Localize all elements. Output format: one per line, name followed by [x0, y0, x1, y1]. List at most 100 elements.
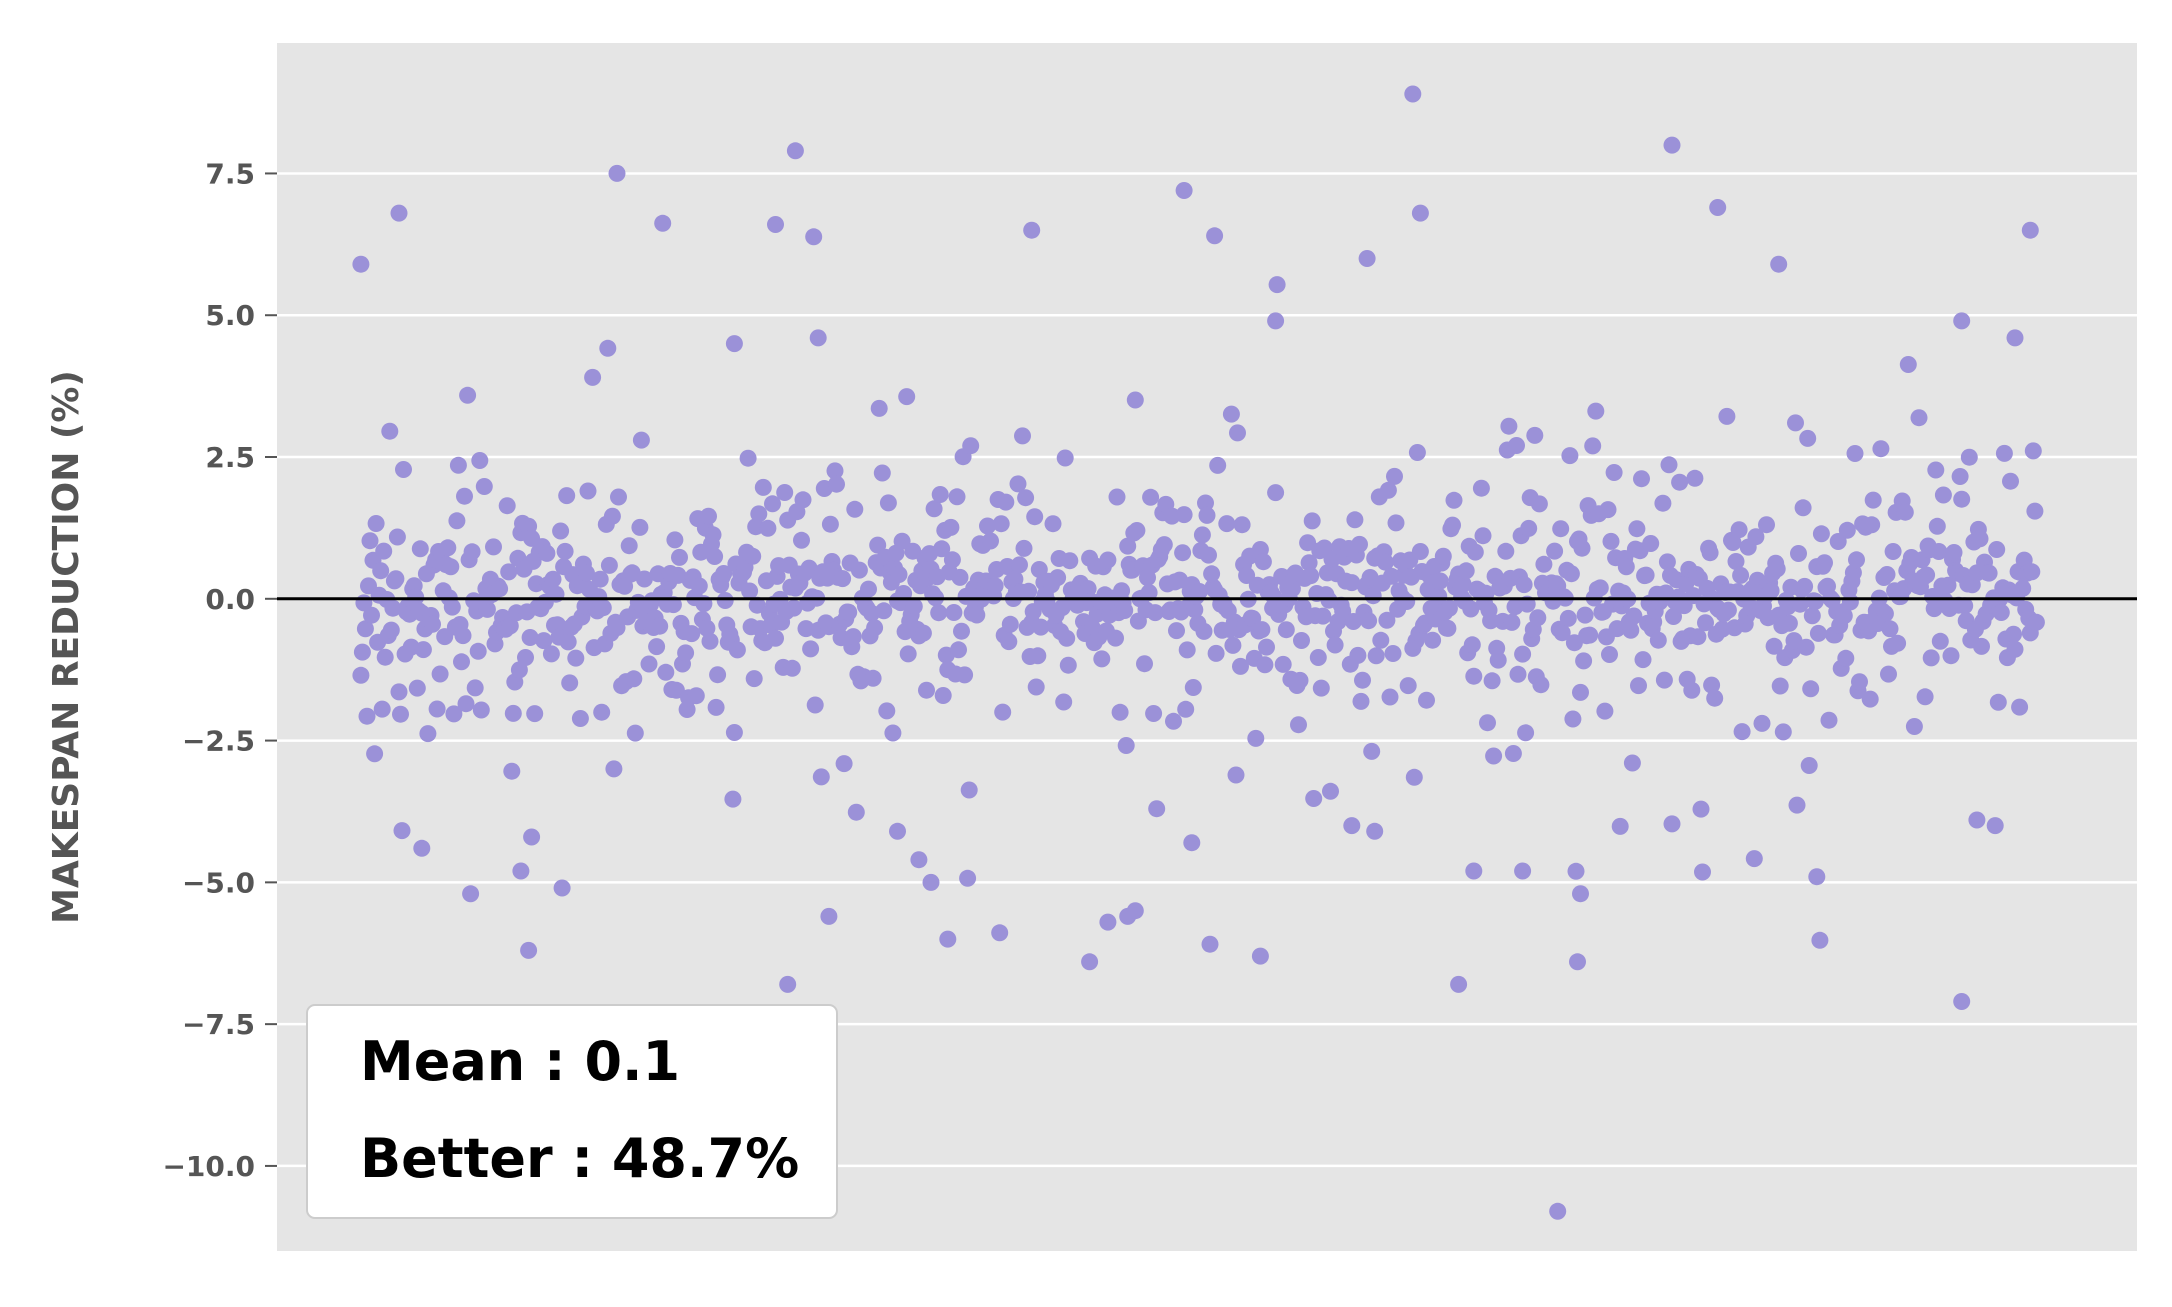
- scatter-points: [352, 85, 2045, 1220]
- data-point: [610, 488, 627, 506]
- data-point: [1404, 85, 1422, 103]
- data-point: [626, 724, 644, 742]
- data-point: [764, 495, 781, 513]
- data-point: [1058, 629, 1076, 647]
- data-point: [1686, 469, 1704, 487]
- data-point: [1973, 637, 1990, 655]
- data-point: [1411, 204, 1429, 222]
- data-point: [793, 531, 810, 549]
- data-point: [1358, 250, 1376, 267]
- data-point: [1753, 714, 1771, 732]
- data-point: [579, 482, 597, 500]
- data-point: [1099, 913, 1117, 931]
- data-point: [1986, 817, 2004, 835]
- data-point: [1660, 456, 1678, 474]
- data-point: [553, 879, 571, 897]
- data-point: [544, 570, 562, 588]
- data-point: [1816, 554, 1833, 572]
- data-point: [956, 666, 974, 684]
- data-point: [1878, 566, 1896, 583]
- data-point: [1709, 199, 1727, 216]
- data-point: [552, 522, 570, 540]
- data-point: [884, 724, 902, 742]
- data-point: [1126, 391, 1144, 409]
- data-point: [1186, 601, 1204, 619]
- y-axis-ticks: 7.5 5.0 2.5 0.0 −2.5 −5.0 −7.5 −10.0: [162, 157, 277, 1183]
- data-point: [2006, 640, 2024, 658]
- data-point: [1174, 544, 1192, 562]
- data-point: [1520, 519, 1538, 537]
- data-point: [1193, 526, 1211, 544]
- data-point: [413, 839, 431, 857]
- data-point: [520, 941, 538, 959]
- data-point: [535, 632, 553, 650]
- data-point: [571, 710, 589, 727]
- data-point: [1591, 579, 1609, 597]
- data-point: [1175, 182, 1193, 199]
- data-point: [1876, 605, 1894, 623]
- data-point: [1376, 553, 1394, 571]
- data-point: [1864, 491, 1882, 509]
- data-point: [994, 703, 1012, 721]
- data-point: [786, 142, 804, 160]
- data-point: [376, 648, 394, 666]
- data-point: [704, 526, 722, 544]
- data-point: [1168, 622, 1185, 640]
- data-point: [741, 582, 759, 600]
- data-point: [1553, 624, 1571, 642]
- data-point: [1794, 499, 1812, 517]
- data-point: [1808, 868, 1826, 886]
- data-point: [512, 862, 530, 880]
- y-tick-label: −2.5: [182, 725, 255, 758]
- data-point: [1564, 710, 1582, 728]
- data-point: [1549, 1202, 1567, 1220]
- data-point: [1363, 742, 1381, 760]
- data-point: [979, 517, 996, 535]
- data-point: [1398, 593, 1416, 610]
- data-point: [1509, 665, 1527, 683]
- data-point: [707, 698, 725, 716]
- data-point: [1352, 692, 1370, 710]
- y-axis-label: MAKESPAN REDUCTION (%): [46, 370, 87, 924]
- data-point: [1800, 757, 1818, 774]
- data-point: [950, 641, 967, 659]
- data-point: [1367, 647, 1385, 665]
- data-point: [1430, 587, 1448, 605]
- data-point: [776, 484, 794, 501]
- data-point: [1283, 580, 1301, 598]
- data-point: [631, 518, 649, 536]
- data-point: [1099, 551, 1117, 569]
- data-point: [1916, 688, 1934, 706]
- data-point: [1706, 689, 1724, 707]
- data-point: [1628, 520, 1646, 538]
- data-point: [1466, 543, 1484, 561]
- data-point: [1006, 570, 1024, 588]
- data-point: [759, 519, 777, 537]
- data-point: [1009, 475, 1027, 493]
- data-point: [1056, 449, 1074, 467]
- data-point: [1233, 516, 1251, 534]
- data-point: [393, 822, 411, 840]
- data-point: [594, 599, 612, 617]
- data-point: [1787, 414, 1804, 432]
- data-point: [997, 493, 1015, 511]
- data-point: [706, 548, 724, 565]
- data-point: [372, 562, 390, 580]
- data-point: [1806, 592, 1824, 610]
- data-point: [889, 822, 906, 840]
- data-point: [905, 597, 923, 615]
- summary-legend-box: [306, 1004, 838, 1219]
- data-point: [584, 368, 602, 386]
- data-point: [1440, 599, 1458, 617]
- data-point: [367, 515, 385, 532]
- data-point: [1803, 607, 1821, 625]
- data-point: [1379, 481, 1397, 499]
- data-point: [549, 616, 566, 634]
- data-point: [1569, 953, 1586, 971]
- data-point: [561, 674, 579, 692]
- data-point: [1116, 602, 1134, 619]
- data-point: [667, 681, 685, 699]
- data-point: [709, 666, 727, 684]
- data-point: [375, 542, 393, 560]
- data-point: [870, 399, 888, 417]
